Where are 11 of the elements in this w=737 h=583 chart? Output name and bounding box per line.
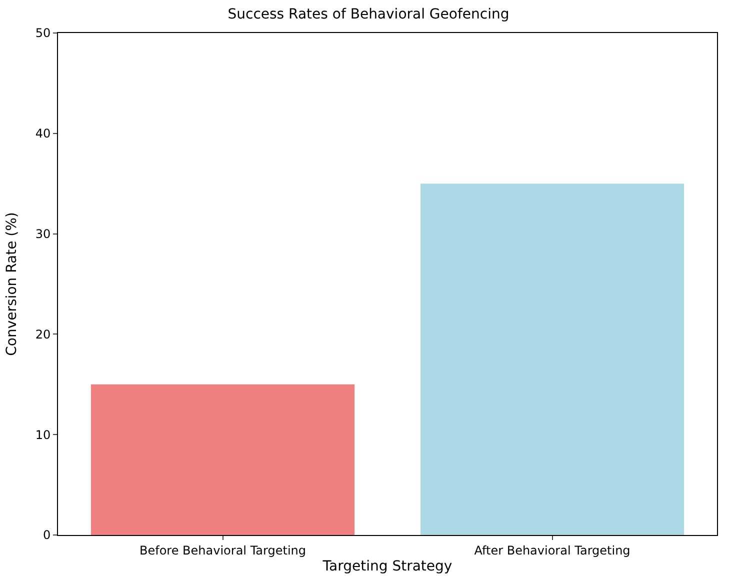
y-tick-label: 10 xyxy=(35,428,51,442)
y-tick-label: 30 xyxy=(35,227,51,241)
x-axis-title: Targeting Strategy xyxy=(322,558,452,575)
x-tick-label: Before Behavioral Targeting xyxy=(139,543,306,558)
chart-title: Success Rates of Behavioral Geofencing xyxy=(228,6,510,23)
y-tick-label: 20 xyxy=(35,327,51,342)
y-tick-label: 0 xyxy=(42,528,51,542)
y-axis-title: Conversion Rate (%) xyxy=(4,212,20,356)
y-tick-label: 40 xyxy=(35,126,51,141)
y-tick-label: 50 xyxy=(35,26,51,40)
x-tick-label: After Behavioral Targeting xyxy=(474,543,630,558)
